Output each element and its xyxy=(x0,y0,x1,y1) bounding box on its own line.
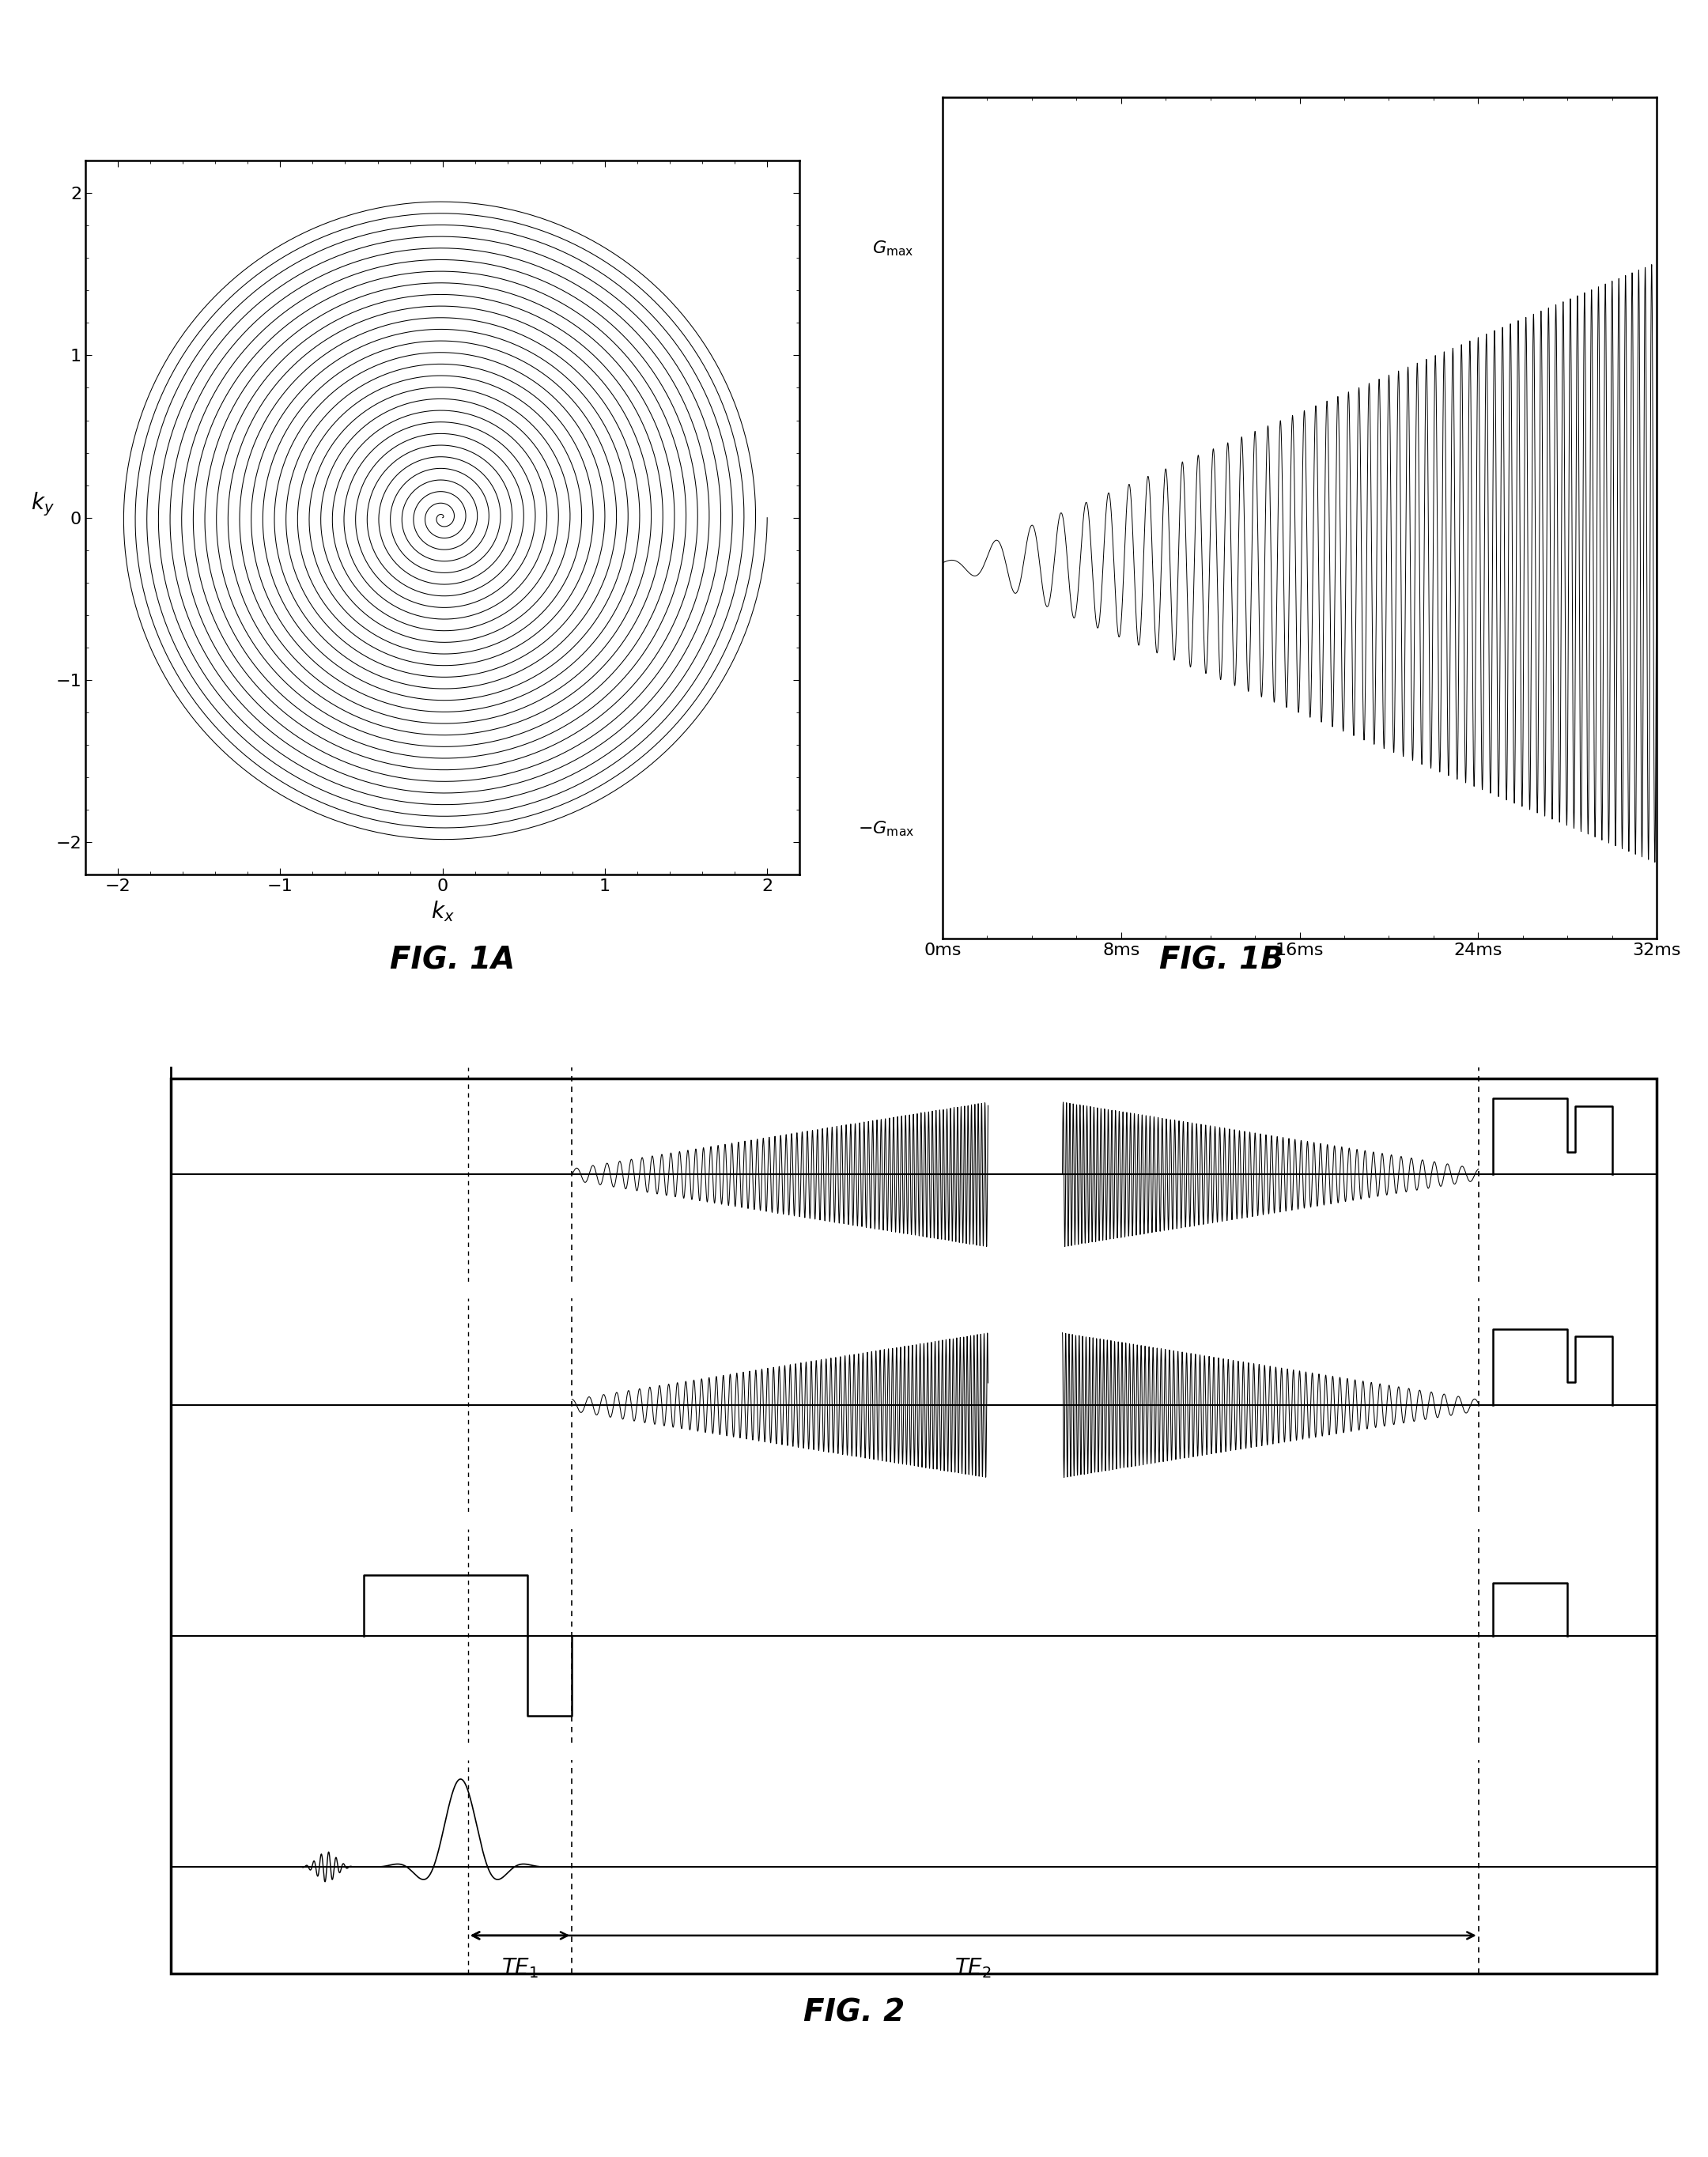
X-axis label: $k_x$: $k_x$ xyxy=(430,899,454,923)
Text: $TE_2$: $TE_2$ xyxy=(955,1956,992,1980)
Text: $TE_1$: $TE_1$ xyxy=(502,1956,538,1980)
Text: $G_{\rm max}$: $G_{\rm max}$ xyxy=(873,239,914,259)
Y-axis label: $k_y$: $k_y$ xyxy=(31,490,55,518)
Text: FIG. 1B: FIG. 1B xyxy=(1158,945,1284,975)
Text: FIG. 1A: FIG. 1A xyxy=(389,945,516,975)
Text: $-G_{\rm max}$: $-G_{\rm max}$ xyxy=(857,820,914,839)
Text: FIG. 2: FIG. 2 xyxy=(803,1997,905,2028)
